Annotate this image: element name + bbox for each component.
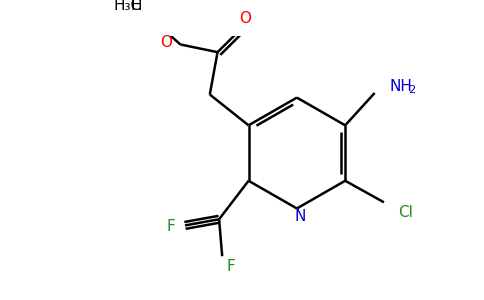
Text: H: H	[130, 0, 142, 14]
Text: 2: 2	[408, 85, 416, 95]
Text: O: O	[161, 35, 173, 50]
Text: H₃C: H₃C	[113, 0, 142, 14]
Text: F: F	[167, 220, 176, 235]
Text: NH: NH	[389, 79, 412, 94]
Text: N: N	[294, 209, 306, 224]
Text: F: F	[226, 259, 235, 274]
Text: Cl: Cl	[398, 205, 413, 220]
Text: O: O	[240, 11, 252, 26]
